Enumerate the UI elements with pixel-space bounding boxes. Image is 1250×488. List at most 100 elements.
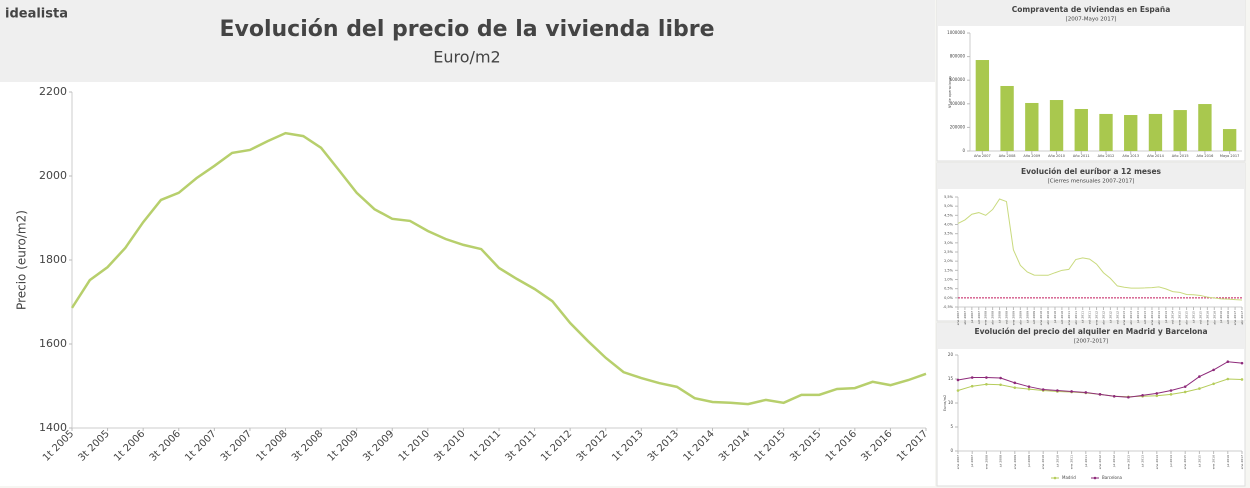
x-tick-label: jul 2008	[999, 455, 1003, 468]
y-tick-label: 0	[950, 448, 953, 453]
x-tick-label: Año 2009	[1023, 154, 1040, 158]
x-tick-label: ene 2015	[1183, 455, 1187, 469]
x-tick-label: oct 2014	[1171, 311, 1175, 324]
x-tick-label: abr 2010	[1046, 311, 1050, 325]
x-tick-label: ene 2012	[1098, 455, 1102, 469]
data-point	[1169, 393, 1173, 396]
x-tick-label: jul 2007	[970, 455, 974, 468]
legend-label: Madrid	[1062, 475, 1076, 480]
y-tick-label: 2000	[39, 169, 67, 182]
x-tick-label: jul 2011	[1081, 311, 1085, 324]
data-point	[1027, 385, 1031, 388]
data-point	[1056, 389, 1059, 392]
main-header	[0, 0, 935, 82]
chart-title: Evolución del precio del alquiler en Mad…	[974, 327, 1207, 336]
y-tick-label: 1,5%	[944, 268, 954, 272]
x-tick-label: jul 2012	[1108, 311, 1112, 324]
x-tick-label: oct 2012	[1115, 311, 1119, 324]
x-tick-label: abr 2013	[1129, 311, 1133, 325]
chart-subtitle: [2007-Mayo 2017]	[1066, 17, 1117, 23]
x-tick-label: ene 2007	[956, 455, 960, 469]
legend-label: Barcelona	[1102, 475, 1123, 480]
x-tick-label: jul 2016	[1226, 455, 1230, 468]
x-tick-label: jul 2015	[1197, 455, 1201, 468]
data-point	[1127, 395, 1130, 399]
x-tick-label: jul 2015	[1192, 311, 1196, 324]
x-tick-label: oct 2013	[1143, 311, 1147, 324]
x-tick-label: ene 2010	[1041, 455, 1045, 469]
x-tick-label: ene 2014	[1150, 311, 1154, 325]
x-tick-label: ene 2014	[1155, 455, 1159, 469]
y-tick-label: 20	[948, 352, 954, 357]
chart-title: Compraventa de viviendas en España	[1012, 5, 1171, 14]
y-tick-label: 2200	[39, 85, 67, 98]
bar	[1173, 110, 1187, 151]
data-point	[956, 378, 960, 382]
data-point	[1041, 388, 1045, 391]
chart-title: Evolución del euríbor a 12 meses	[1021, 167, 1162, 176]
y-tick-label: 4,5%	[944, 213, 954, 217]
x-tick-label: jul 2007	[970, 311, 974, 324]
data-point	[1240, 361, 1244, 365]
brand-logo: idealista	[5, 7, 68, 22]
x-tick-label: Año 2015	[1172, 154, 1189, 158]
x-tick-label: ene 2009	[1011, 311, 1015, 325]
y-axis-label: Precio (euro/m2)	[15, 210, 29, 310]
x-tick-label: ene 2013	[1122, 311, 1126, 325]
legend-marker	[1053, 476, 1057, 480]
data-point	[1155, 394, 1159, 398]
x-tick-label: ene 2011	[1067, 311, 1071, 325]
x-tick-label: jul 2013	[1136, 311, 1140, 324]
y-tick-label: 1,0%	[944, 278, 954, 282]
bar	[1222, 129, 1237, 151]
bar	[1148, 113, 1163, 151]
data-point	[1183, 390, 1187, 394]
x-tick-label: abr 2015	[1185, 311, 1189, 325]
data-point	[1013, 386, 1017, 389]
x-tick-label: ene 2017	[1233, 311, 1237, 325]
y-tick-label: 3,0%	[944, 241, 954, 245]
y-tick-label: 2,5%	[944, 250, 954, 254]
data-point	[1084, 391, 1088, 394]
y-axis-label: Euros/m2	[943, 395, 947, 412]
y-tick-label: 1400	[39, 421, 67, 434]
chart-subtitle: [Cierres mensuales 2007-2017]	[1048, 179, 1135, 185]
bar	[1000, 85, 1014, 151]
y-tick-label: 5,0%	[944, 204, 954, 208]
y-tick-label: -0,5%	[943, 305, 954, 309]
x-tick-label: Año 2007	[974, 154, 991, 158]
x-tick-label: ene 2008	[984, 311, 988, 325]
side-header	[937, 163, 1245, 189]
x-tick-label: abr 2016	[1212, 311, 1216, 325]
y-tick-label: 1800	[39, 253, 67, 266]
x-tick-label: Año 2013	[1122, 154, 1139, 158]
chart-subtitle: Euro/m2	[433, 48, 500, 67]
x-tick-label: abr 2014	[1157, 311, 1161, 325]
x-tick-label: abr 2008	[991, 311, 995, 325]
x-tick-label: ene 2007	[956, 311, 960, 325]
data-point	[999, 383, 1002, 387]
data-point	[1212, 382, 1215, 386]
x-tick-label: ene 2009	[1013, 455, 1017, 469]
x-tick-label: abr 2009	[1018, 311, 1022, 325]
side-header	[937, 323, 1245, 349]
chart-subtitle: [2007-2017]	[1074, 339, 1108, 345]
bar	[975, 60, 990, 151]
x-tick-label: jul 2009	[1027, 455, 1031, 468]
data-line	[70, 131, 927, 406]
y-tick-label: 0,5%	[944, 287, 954, 291]
bar	[1099, 113, 1113, 151]
bar	[1074, 108, 1088, 151]
legend-marker	[1093, 476, 1097, 480]
data-point	[1141, 394, 1144, 397]
x-tick-label: oct 2010	[1060, 311, 1064, 324]
data-point	[1027, 387, 1031, 391]
x-tick-label: ene 2013	[1126, 455, 1130, 469]
data-point	[1155, 392, 1159, 395]
x-tick-label: jul 2014	[1169, 455, 1173, 468]
chart-title: Evolución del precio de la vivienda libr…	[219, 17, 714, 42]
y-tick-label: 4,0%	[944, 223, 954, 227]
data-point	[970, 376, 974, 379]
x-tick-label: ene 2016	[1205, 311, 1209, 325]
